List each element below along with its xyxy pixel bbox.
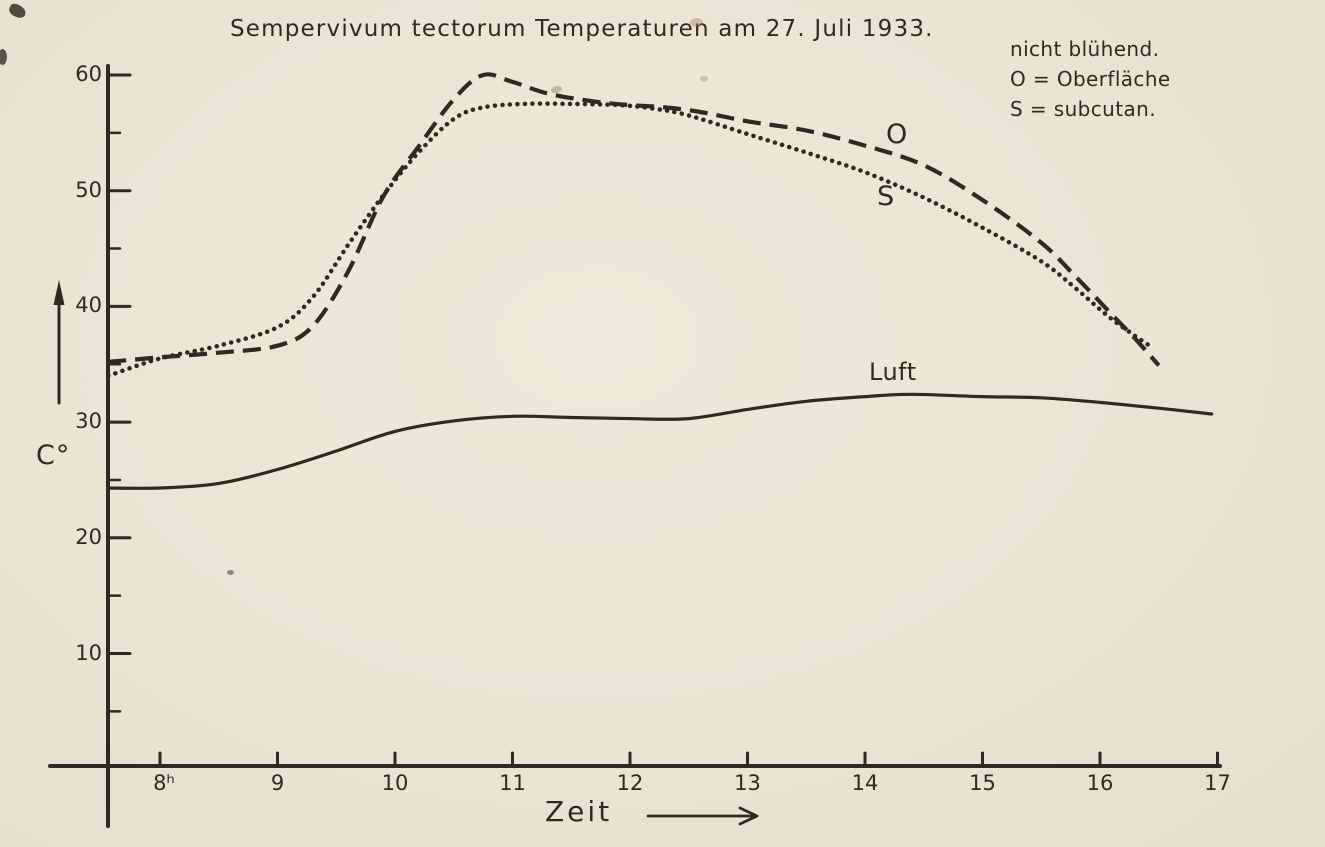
paper-speck	[690, 18, 703, 27]
y-axis-arrow-head-icon	[53, 280, 65, 305]
y-tick-label: 30	[75, 409, 102, 434]
x-tick-label: 14	[851, 771, 879, 795]
x-axis-label: Zeit	[545, 795, 613, 828]
y-tick-label: 10	[75, 640, 102, 665]
series-subcutan-curve	[106, 101, 1156, 379]
x-tick-label: 17	[1204, 771, 1231, 795]
legend: nicht blühend. O = Oberfläche S = subcut…	[1010, 34, 1171, 124]
x-tick-label: 12	[616, 771, 644, 795]
legend-entry-oberflaeche: O = Oberfläche	[1010, 67, 1171, 91]
x-tick-label: 11	[499, 771, 526, 795]
y-tick-label: 50	[75, 177, 102, 202]
series-luft-curve	[106, 392, 1214, 490]
series-label-subcutan: S	[877, 181, 895, 212]
y-tick-label: 40	[75, 293, 102, 318]
legend-entry-subcutan: S = subcutan.	[1010, 97, 1156, 121]
series-oberflaeche-curve	[108, 72, 1161, 367]
x-tick-label: 9	[270, 771, 285, 795]
series-label-luft: Luft	[869, 358, 917, 386]
y-tick-label: 60	[75, 62, 102, 86]
x-tick-label: 10	[381, 771, 409, 795]
y-tick-label: 20	[75, 524, 102, 549]
x-tick-label: 8ʰ	[153, 771, 175, 795]
chart-title: Sempervivum tectorum Temperaturen am 27.…	[230, 16, 934, 42]
paper-speck	[0, 49, 7, 65]
x-tick-label: 16	[1086, 771, 1114, 795]
x-tick-label: 15	[969, 771, 996, 795]
series-label-oberflaeche: O	[886, 119, 908, 150]
x-tick-label: 13	[734, 771, 761, 795]
paper-speck	[700, 76, 708, 82]
paper-speck	[227, 570, 234, 575]
legend-heading: nicht blühend.	[1010, 37, 1160, 61]
y-axis-unit-label: C°	[36, 440, 71, 471]
x-axis-arrow-head-icon	[738, 806, 759, 826]
